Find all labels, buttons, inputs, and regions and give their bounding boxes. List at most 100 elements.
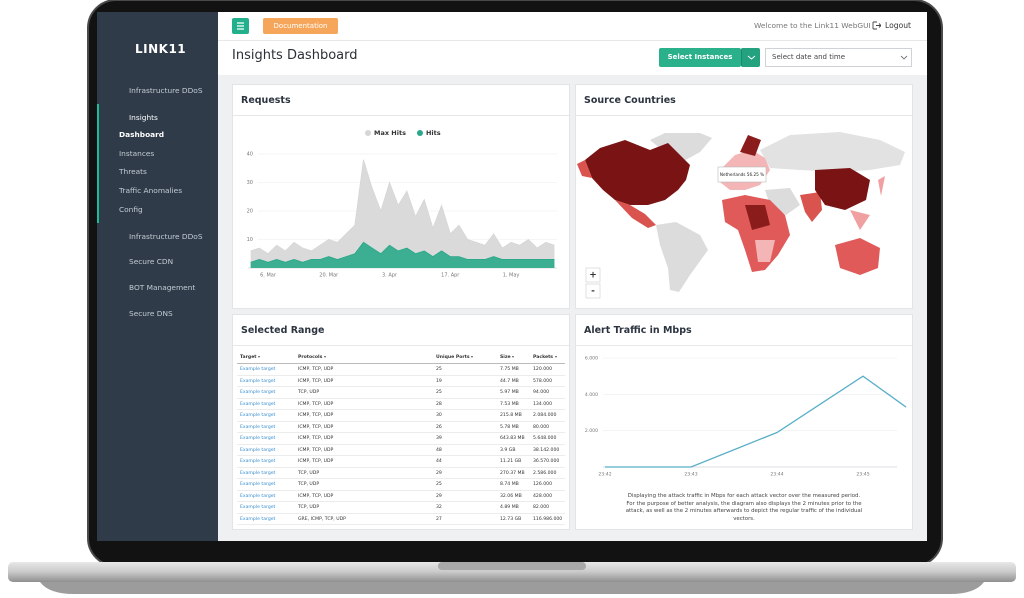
table-cell: 7.75 MB: [500, 367, 519, 372]
nav-item[interactable]: Infrastructure DDoS: [129, 232, 203, 241]
table-cell: 126.000: [533, 482, 552, 487]
map-tooltip: [717, 166, 767, 183]
nav-item[interactable]: Infrastructure DDoS: [129, 86, 203, 95]
page-title: Insights Dashboard: [232, 48, 358, 63]
table-cell: 5.97 MB: [500, 390, 519, 395]
nav-item[interactable]: Secure CDN: [129, 257, 174, 266]
x-tick-label: 17. Apr: [441, 273, 460, 279]
table-cell: 32: [436, 505, 442, 510]
page-header: Insights Dashboard Select Instances Sele…: [218, 41, 927, 75]
target-link[interactable]: Example target: [240, 470, 276, 476]
target-link[interactable]: Example target: [240, 413, 276, 418]
target-link[interactable]: Example target: [240, 390, 276, 395]
menu-button[interactable]: [232, 18, 249, 34]
table-cell: 94.000: [533, 390, 550, 395]
table-cell: 48: [436, 447, 442, 453]
table-cell: TCP, UDP: [298, 470, 320, 476]
table-row: Example target ICMP, TCP, UDP 25 7.75 MB 120…: [237, 364, 565, 376]
target-link[interactable]: Example target: [240, 505, 276, 510]
target-link[interactable]: Example target: [240, 482, 276, 487]
target-link[interactable]: Example target: [240, 378, 276, 384]
nav-subitem[interactable]: Dashboard: [119, 130, 165, 139]
table-cell: 39: [436, 436, 442, 441]
table-cell: 29: [436, 493, 442, 499]
target-link[interactable]: Example target: [240, 447, 276, 453]
column-label[interactable]: Target: [240, 355, 257, 360]
table-cell: 25: [436, 482, 442, 487]
x-tick-label: 23:43: [684, 472, 697, 478]
table-cell: 3.9 GB: [500, 447, 516, 453]
zoom-out-label[interactable]: -: [591, 287, 595, 297]
column-label[interactable]: Protocols: [298, 355, 323, 360]
y-tick-label: 2.000: [585, 428, 598, 434]
date-select[interactable]: Select date and time: [765, 48, 912, 67]
table-row: Example target ICMP, TCP, UDP 44 11.21 GB 36…: [237, 456, 565, 468]
table-cell: 5.648.000: [533, 436, 557, 441]
nav-subitem[interactable]: Config: [119, 205, 143, 214]
country: [615, 200, 656, 228]
column-header[interactable]: Packets: [533, 355, 557, 360]
table-cell: 116.986.000: [533, 516, 563, 522]
nav-subitem[interactable]: Instances: [119, 149, 155, 158]
legend-swatch: [365, 130, 371, 136]
legend-swatch: [416, 130, 423, 136]
target-link[interactable]: Example target: [240, 493, 276, 499]
target-link[interactable]: Example target: [240, 516, 276, 522]
table-cell: 25: [436, 367, 442, 372]
table-cell: 32.06 MB: [500, 493, 522, 499]
country: [815, 168, 870, 210]
zoom-out-button[interactable]: [585, 283, 601, 299]
target-link[interactable]: Example target: [240, 401, 276, 407]
table-cell: 215.8 MB: [500, 413, 522, 418]
area-line: [250, 159, 555, 255]
column-header[interactable]: Target: [240, 355, 261, 360]
active-indicator: [97, 104, 99, 223]
nav-item[interactable]: Insights: [129, 113, 158, 122]
zoom-in-button[interactable]: [585, 267, 601, 283]
table-cell: ICMP, TCP, UDP: [298, 413, 334, 418]
sort-icon[interactable]: [258, 355, 261, 358]
country: [577, 160, 592, 178]
table-cell: TCP, UDP: [298, 482, 320, 487]
sort-icon[interactable]: [554, 355, 557, 358]
documentation-button[interactable]: Documentation: [263, 18, 338, 34]
table-cell: ICMP, TCP, UDP: [298, 459, 334, 464]
column-header[interactable]: Protocols: [298, 355, 326, 360]
column-label[interactable]: Packets: [533, 355, 554, 360]
zoom-in-label[interactable]: +: [589, 271, 597, 281]
select-instances-button[interactable]: Select Instances: [659, 48, 741, 67]
sort-icon[interactable]: [323, 355, 326, 358]
table-cell: ICMP, TCP, UDP: [298, 378, 334, 384]
logout-link[interactable]: Logout: [885, 21, 911, 30]
nav-subitem[interactable]: Threats: [119, 167, 147, 176]
table-cell: 11.21 GB: [500, 459, 522, 464]
alert-panel: Alert Traffic in Mbps Displaying the att…: [575, 314, 913, 530]
column-header[interactable]: Size: [500, 355, 515, 360]
column-header[interactable]: Unique Ports: [436, 355, 474, 360]
select-instances-dropdown[interactable]: [741, 48, 760, 67]
table-row: Example target TCP, UDP 25 5.97 MB 94.000: [237, 387, 565, 399]
nav-subitem[interactable]: Traffic Anomalies: [119, 186, 183, 195]
column-label[interactable]: Unique Ports: [436, 355, 470, 360]
table-cell: 2.586.000: [533, 470, 557, 476]
column-label[interactable]: Size: [500, 355, 511, 360]
laptop-base: [8, 562, 1016, 582]
area: [250, 242, 555, 268]
target-link[interactable]: Example target: [240, 436, 276, 441]
table-cell: 80.000: [533, 424, 550, 430]
table-cell: 12.73 GB: [500, 516, 522, 522]
nav-item[interactable]: Secure DNS: [129, 309, 173, 318]
sort-icon[interactable]: [471, 355, 474, 358]
table-cell: 428.000: [533, 493, 552, 499]
sort-icon[interactable]: [512, 355, 515, 358]
target-link[interactable]: Example target: [240, 459, 276, 464]
table-cell: 8.74 MB: [500, 482, 519, 487]
table-cell: 30: [436, 413, 442, 418]
target-link[interactable]: Example target: [240, 367, 276, 372]
requests-panel: Requests: [232, 84, 570, 309]
country: [760, 132, 905, 172]
nav-item[interactable]: BOT Management: [129, 283, 196, 292]
country: [722, 195, 790, 272]
target-link[interactable]: Example target: [240, 424, 276, 430]
